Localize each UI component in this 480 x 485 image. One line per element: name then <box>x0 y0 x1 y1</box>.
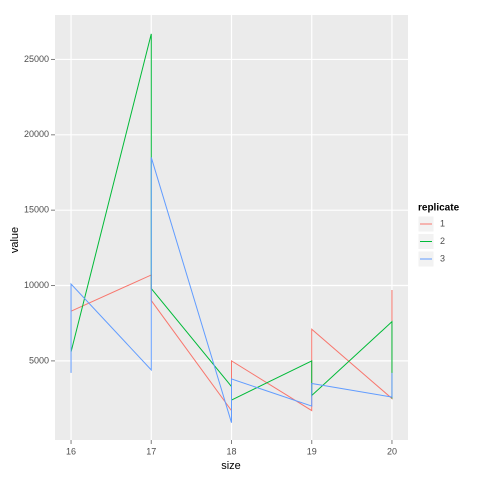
legend-label: 2 <box>440 236 445 246</box>
legend-title: replicate <box>418 203 460 214</box>
legend-label: 1 <box>440 218 445 228</box>
line-series <box>70 157 393 423</box>
x-tick-label: 19 <box>307 446 317 456</box>
x-tick-label: 20 <box>387 446 397 456</box>
y-tick-label: 5000 <box>29 355 49 365</box>
legend-label: 3 <box>440 253 445 263</box>
y-tick-label: 15000 <box>24 205 49 215</box>
y-axis-title: value <box>9 227 21 253</box>
y-tick-label: 25000 <box>24 54 49 64</box>
x-axis-title: size <box>221 460 241 472</box>
x-tick-label: 17 <box>146 446 156 456</box>
y-tick-label: 20000 <box>24 129 49 139</box>
x-tick-label: 18 <box>226 446 236 456</box>
y-tick-label: 10000 <box>24 280 49 290</box>
x-tick-label: 16 <box>66 446 76 456</box>
